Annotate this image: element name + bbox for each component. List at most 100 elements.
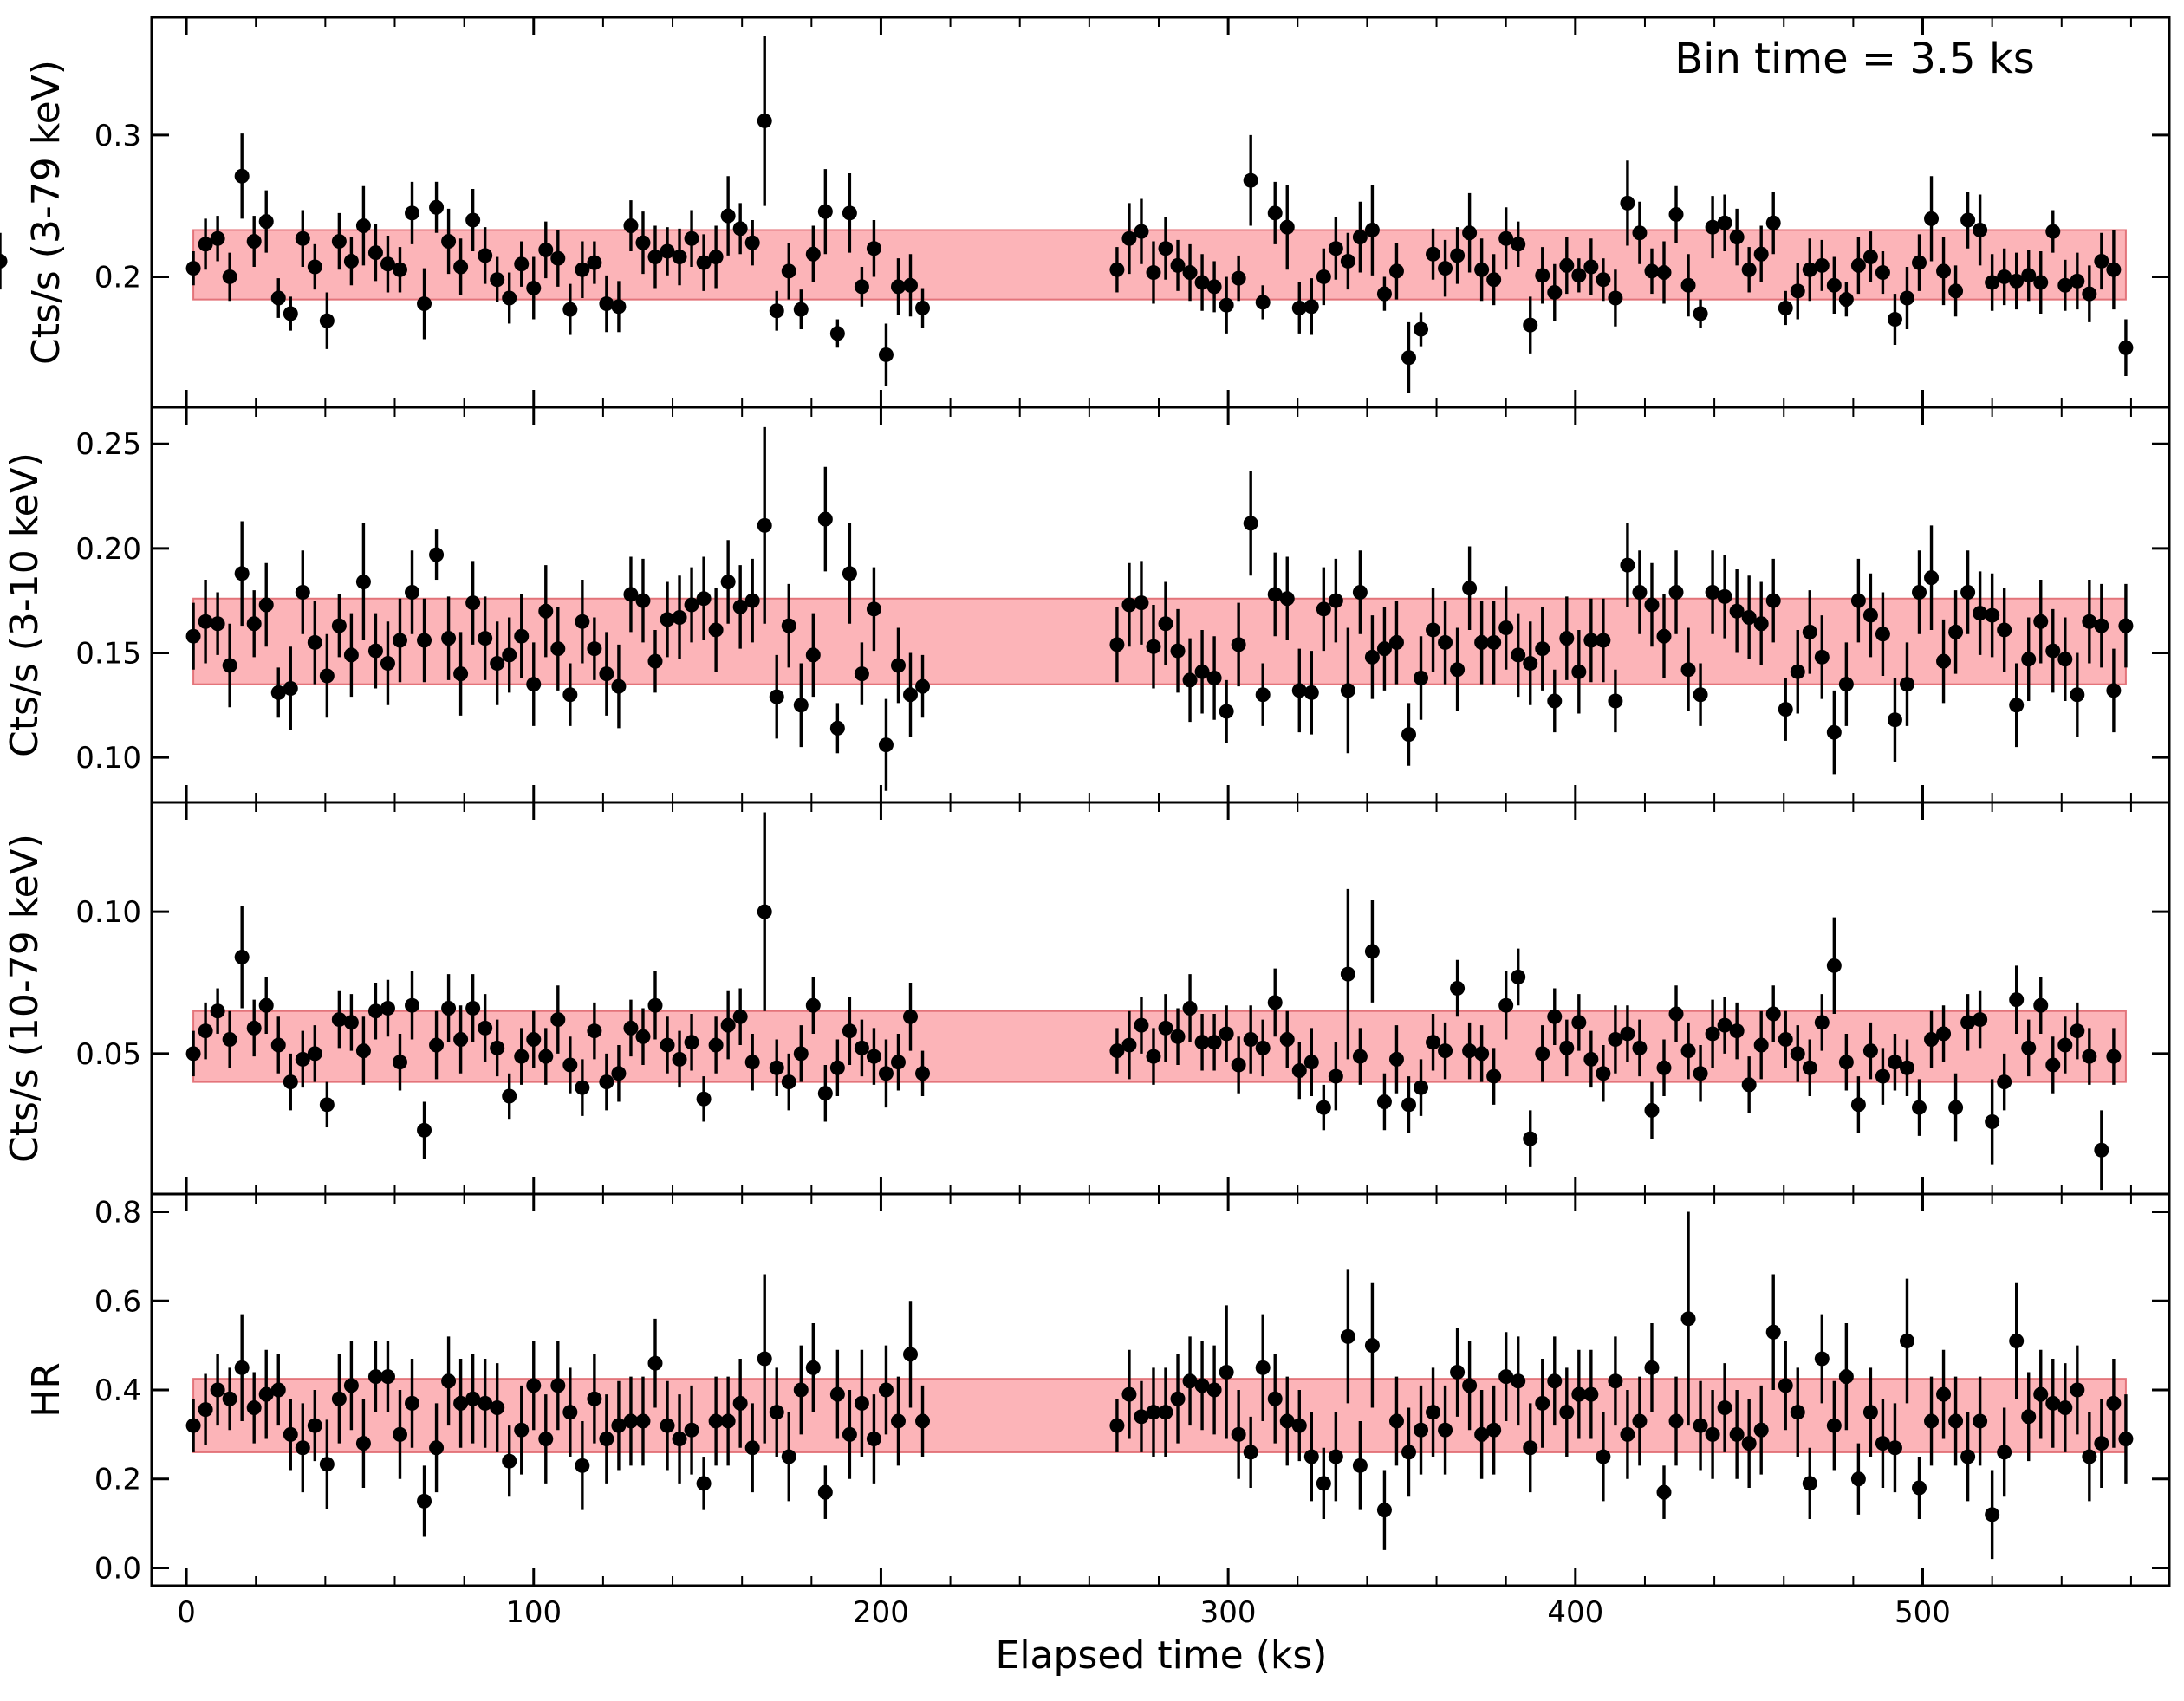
data-point: [1814, 1351, 1830, 1367]
data-point: [1388, 1413, 1404, 1429]
y-tick-label: 0.10: [75, 741, 141, 776]
data-point: [1388, 263, 1404, 279]
data-point: [1887, 712, 1902, 728]
y-tick-label: 0.20: [75, 532, 141, 567]
data-point: [696, 255, 712, 270]
data-point: [1887, 1055, 1902, 1070]
data-point: [514, 256, 530, 272]
data-point: [708, 1037, 724, 1053]
data-point: [453, 259, 469, 275]
data-point: [744, 235, 760, 250]
x-tick-label: 400: [1547, 1595, 1603, 1630]
y-tick-label: 0.15: [75, 636, 141, 671]
data-point: [2045, 1395, 2061, 1411]
data-point: [1790, 283, 1805, 299]
data-point: [562, 687, 578, 703]
data-point: [793, 302, 809, 317]
data-point: [575, 262, 590, 277]
data-point: [319, 313, 335, 328]
data-point: [1279, 1413, 1295, 1429]
data-point: [672, 250, 687, 265]
data-point: [684, 230, 699, 246]
data-point: [1134, 1017, 1149, 1033]
data-point: [2033, 997, 2049, 1013]
data-point: [1376, 641, 1392, 657]
data-point: [514, 1422, 530, 1438]
data-point: [793, 1382, 809, 1398]
data-point: [1426, 1035, 1441, 1050]
data-point: [502, 1453, 517, 1469]
data-point: [1826, 1418, 1842, 1433]
data-point: [1608, 693, 1623, 709]
data-point: [1426, 622, 1441, 638]
data-point: [1583, 1051, 1599, 1067]
data-point: [1973, 606, 1988, 621]
y-tick-label: 0.8: [94, 1196, 141, 1230]
data-point: [355, 218, 371, 234]
data-point: [1121, 230, 1137, 246]
data-point: [1267, 1391, 1283, 1406]
data-point: [1850, 1097, 1866, 1113]
data-point: [915, 678, 931, 694]
data-point: [890, 279, 906, 295]
data-point: [355, 1436, 371, 1451]
data-point: [817, 1484, 833, 1500]
data-point: [1960, 212, 1976, 228]
data-point: [623, 218, 639, 234]
data-point: [1498, 1369, 1514, 1385]
data-point: [2033, 1386, 2049, 1402]
data-point: [1571, 1386, 1587, 1402]
data-point: [1279, 591, 1295, 607]
data-point: [1121, 1386, 1137, 1402]
data-point: [355, 1043, 371, 1059]
data-point: [1267, 995, 1283, 1010]
data-point: [1511, 969, 1526, 984]
data-point: [903, 1347, 919, 1362]
data-point: [1656, 1484, 1672, 1500]
data-point: [1948, 283, 1964, 299]
data-point: [1364, 944, 1380, 959]
data-point: [185, 628, 201, 644]
data-point: [1620, 1426, 1635, 1442]
data-point: [1887, 1440, 1902, 1456]
data-point: [599, 1432, 614, 1446]
data-point: [611, 299, 627, 315]
data-point: [2070, 273, 2085, 289]
data-point: [1620, 557, 1635, 573]
data-point: [1364, 649, 1380, 665]
data-point: [1693, 1418, 1708, 1433]
data-point: [1243, 172, 1258, 188]
data-point: [903, 1009, 919, 1024]
data-point: [1462, 1043, 1478, 1059]
data-point: [1291, 300, 1307, 315]
data-point: [1875, 1068, 1890, 1084]
data-point: [1291, 1063, 1307, 1079]
data-point: [429, 199, 445, 215]
data-point: [478, 248, 493, 263]
data-point: [417, 296, 432, 312]
data-point: [1340, 966, 1355, 982]
data-point: [1109, 637, 1125, 652]
data-point: [1620, 195, 1635, 211]
data-point: [623, 1020, 639, 1036]
data-point: [1596, 633, 1611, 648]
data-point: [1997, 269, 2012, 284]
data-point: [1376, 1094, 1392, 1110]
data-point: [1267, 587, 1283, 602]
data-point: [2009, 1334, 2025, 1348]
data-point: [2045, 1057, 2061, 1073]
data-point: [915, 300, 931, 315]
data-point: [1850, 593, 1866, 608]
x-tick-label: 0: [177, 1595, 196, 1630]
data-point: [1255, 687, 1271, 703]
data-point: [1632, 1413, 1648, 1429]
data-point: [1973, 222, 1988, 237]
data-point: [1243, 1445, 1258, 1460]
data-point: [1486, 1422, 1502, 1438]
data-point: [720, 1017, 736, 1033]
data-point: [696, 1091, 712, 1107]
data-point: [1303, 1055, 1319, 1070]
data-point: [829, 326, 845, 341]
